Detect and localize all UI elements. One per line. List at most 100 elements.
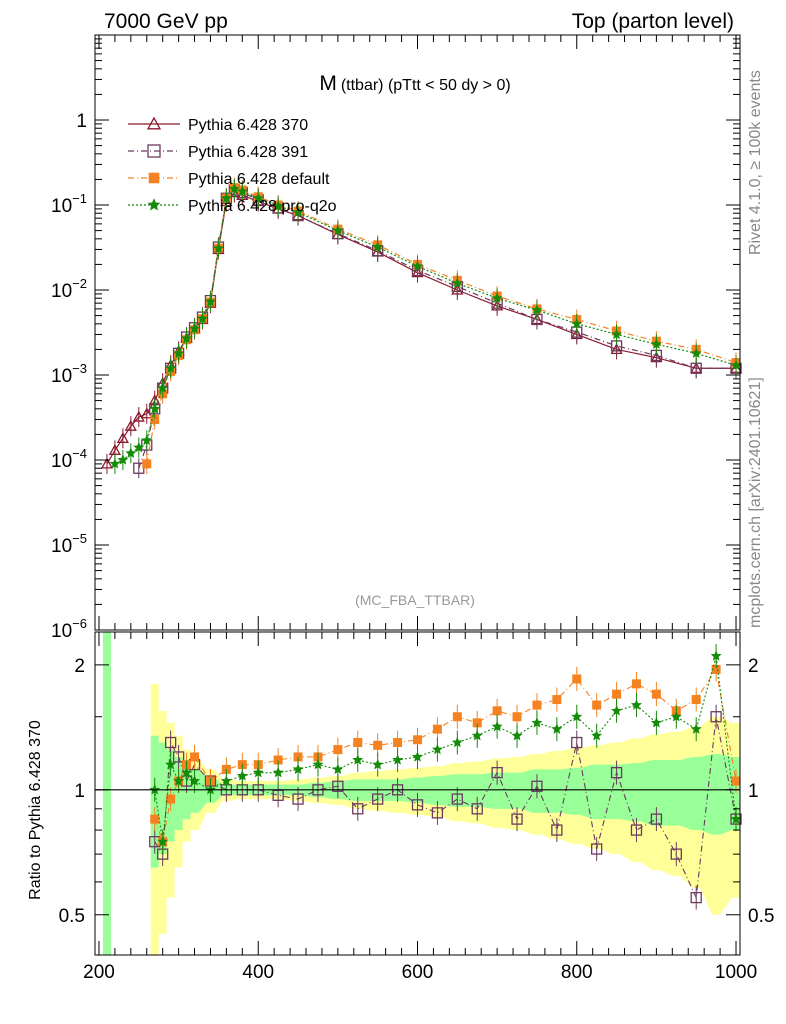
ratio-line-0: [154, 716, 737, 900]
rivet-label: Rivet 4.1.0, ≥ 100k events: [747, 70, 764, 255]
ratio-point: [411, 751, 424, 762]
chart-title: M (ttbar) (pTtt < 50 dy > 0): [319, 72, 510, 95]
data-point: [491, 292, 503, 303]
uncertainty-bands: [102, 632, 741, 955]
ratio-point: [431, 743, 443, 755]
ratio-point: [690, 723, 702, 734]
ratio-point: [181, 766, 193, 778]
data-point: [109, 458, 121, 469]
ratio-point: [252, 766, 264, 778]
ratio-point: [591, 843, 603, 855]
data-point: [531, 304, 543, 315]
main-line-1: [138, 189, 737, 469]
main-series-layer: [100, 177, 743, 479]
ratio-point: [372, 793, 384, 805]
data-point: [132, 410, 145, 422]
legend-entry-0: Pythia 6.428 370: [128, 116, 308, 134]
main-series-3: [109, 178, 742, 474]
ratio-point: [670, 848, 682, 860]
ratio-point: [373, 740, 383, 750]
ratio-point: [165, 758, 177, 770]
ratio-point: [353, 738, 363, 748]
analysis-watermark: (MC_FBA_TTBAR): [355, 592, 475, 608]
ratio-point: [512, 712, 522, 722]
mcplots-label: mcplots.cern.ch [arXiv:2401.10621]: [747, 377, 764, 628]
data-point: [173, 347, 185, 358]
ratio-point: [411, 799, 424, 811]
ratio-point: [691, 695, 701, 705]
ratio-point: [571, 736, 583, 749]
ratio-point: [332, 763, 344, 775]
ratio-point: [551, 824, 563, 836]
ratio-point: [611, 705, 623, 716]
ratio-point: [511, 729, 523, 741]
data-point: [220, 192, 232, 203]
x-tick-label: 600: [402, 962, 434, 983]
ratio-point: [630, 824, 643, 836]
ratio-point: [552, 695, 562, 705]
ratio-point: [452, 712, 462, 722]
ratio-point: [630, 699, 642, 710]
data-point: [372, 241, 384, 252]
data-point: [451, 277, 463, 288]
data-point: [165, 362, 177, 373]
main-line-3: [114, 188, 737, 465]
ratio-point: [591, 729, 603, 741]
legend-marker: [147, 198, 161, 211]
legend-label: Pythia 6.428 370: [188, 117, 308, 134]
ratio-point: [491, 766, 503, 779]
data-point: [411, 260, 424, 272]
ratio-point: [157, 835, 169, 847]
ratio-point: [710, 650, 722, 661]
ratio-point: [413, 735, 422, 745]
ratio-point: [532, 700, 542, 710]
data-point: [204, 295, 216, 307]
data-point: [292, 206, 304, 218]
y-tick-label: 10−5: [51, 531, 87, 557]
data-point: [100, 457, 114, 469]
ratio-point: [531, 780, 543, 792]
main-axes: 10−6 10−5 10−4 10−3 10−2 10−1 1: [51, 35, 740, 642]
ratio-point: [372, 758, 384, 770]
ratio-point: [710, 711, 722, 723]
ratio-point: [551, 723, 563, 734]
ratio-point: [190, 752, 200, 762]
y-tick-label: 10−1: [51, 191, 87, 217]
band-left-strip: [102, 632, 111, 955]
ratio-point: [431, 807, 444, 819]
legend-entry-1: Pythia 6.428 391: [128, 144, 308, 161]
ratio-point: [610, 766, 623, 779]
ratio-point: [690, 891, 702, 904]
title-main: M: [319, 72, 337, 95]
ratio-point: [312, 758, 324, 770]
ratio-y-tick-label: 0.5: [59, 906, 85, 927]
ratio-point: [731, 776, 741, 786]
legend-entry-3: Pythia 6.428 pro-q2o: [128, 198, 337, 215]
ratio-point: [451, 793, 463, 805]
data-point: [133, 441, 145, 453]
ratio-y-tick-label-right: 1: [748, 781, 759, 802]
ratio-series-2: [149, 644, 742, 854]
legend: Pythia 6.428 370 Pythia 6.428 391 Pythia 6…: [128, 116, 337, 215]
data-point: [228, 183, 240, 194]
ratio-frame: [94, 631, 741, 956]
x-tick-label: 400: [242, 962, 274, 983]
data-point: [116, 431, 129, 443]
data-point: [196, 312, 209, 324]
ratio-point: [471, 803, 483, 815]
main-frame: [94, 34, 741, 631]
ratio-point: [220, 775, 232, 786]
ratio-point: [172, 751, 185, 763]
data-point: [117, 454, 129, 465]
ratio-line-2: [154, 655, 737, 842]
header-process: Top (parton level): [572, 10, 734, 33]
y-tick-label: 1: [76, 111, 87, 132]
ratio-axes: 0.5 0.5 1 1 2 2 200 400 600 800 1000: [59, 632, 774, 983]
title-sub: (ttbar) (pTtt < 50 dy > 0): [341, 77, 511, 94]
legend-marker: [146, 116, 162, 130]
x-tick-label: 1000: [715, 962, 757, 983]
data-point: [236, 185, 248, 196]
ratio-series-layer: [149, 644, 742, 910]
data-point: [272, 200, 284, 211]
ratio-panel: 0.5 0.5 1 1 2 2 200 400 600 800 1000: [59, 631, 774, 983]
